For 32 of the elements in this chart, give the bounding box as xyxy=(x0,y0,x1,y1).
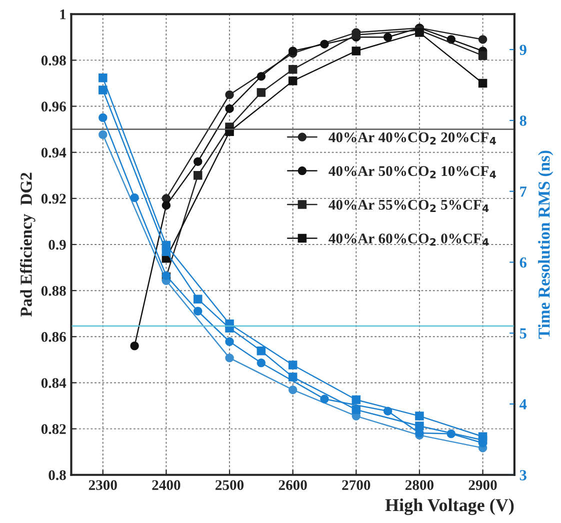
y-tick-label: 0.86 xyxy=(41,332,66,342)
x-tick-label: 2400 xyxy=(152,480,180,490)
y2-tick-label: 9 xyxy=(520,44,526,56)
y2-tick-label: 8 xyxy=(520,116,526,126)
y2-tick-label: 6 xyxy=(520,257,526,268)
y2-tick-label: 3 xyxy=(520,470,526,480)
y-tick-label: 0.88 xyxy=(41,286,66,296)
y-tick-label: 0.98 xyxy=(41,56,66,66)
y-tick-label: 0.96 xyxy=(41,102,66,112)
x-tick-label: 2500 xyxy=(216,480,244,490)
y-tick-label: 0.84 xyxy=(41,378,66,388)
y-tick-label: 0.82 xyxy=(41,424,66,434)
x-tick-label: 2600 xyxy=(278,480,307,490)
legend-label: 40%Ar 60%CO$_{2}$ 0%CF$_{4}$ xyxy=(328,234,489,246)
legend-label: 40%Ar 55%CO$_{2}$ 5%CF$_{4}$ xyxy=(328,200,489,212)
x-tick-label: 2800 xyxy=(405,480,434,490)
y-tick-label: 0.9 xyxy=(48,240,66,250)
legend-label: 40%Ar 40%CO$_{2}$ 20%CF$_{4}$ xyxy=(328,132,496,144)
y-axis-title: Pad Efficiency DG2 xyxy=(20,172,36,317)
y-tick-label: 0.8 xyxy=(48,470,66,480)
y2-axis-title: Time Resolution RMS (ns) xyxy=(538,150,554,339)
x-tick-label: 2900 xyxy=(468,480,497,490)
y2-tick-label: 5 xyxy=(520,328,526,339)
x-tick-label: 2300 xyxy=(88,480,117,490)
x-tick-label: 2700 xyxy=(342,480,370,490)
y-tick-label: 1 xyxy=(60,10,66,20)
legend-label: 40%Ar 50%CO$_{2}$ 10%CF$_{4}$ xyxy=(328,166,496,178)
y-tick-label: 0.94 xyxy=(41,148,66,158)
y2-tick-label: 4 xyxy=(520,399,527,410)
y-tick-label: 0.92 xyxy=(41,194,66,204)
y2-tick-label: 7 xyxy=(520,186,527,197)
x-axis-title: High Voltage (V) xyxy=(385,498,514,516)
